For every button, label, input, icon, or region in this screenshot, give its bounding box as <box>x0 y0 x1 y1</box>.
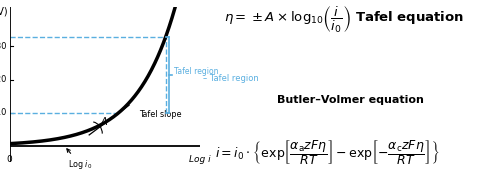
Text: 0: 0 <box>6 155 12 164</box>
Text: $i = i_0 \cdot \left\{\exp\!\left[\dfrac{\alpha_{\rm a} z F \eta}{RT}\right] - \: $i = i_0 \cdot \left\{\exp\!\left[\dfrac… <box>215 139 440 167</box>
Text: Tafel slope: Tafel slope <box>139 110 182 119</box>
Text: 0.10: 0.10 <box>0 108 8 117</box>
Text: Tafel region: Tafel region <box>174 67 218 76</box>
Text: Log $i_0$: Log $i_0$ <box>67 149 92 169</box>
Text: η (V): η (V) <box>0 7 8 17</box>
Text: 0.20: 0.20 <box>0 75 8 84</box>
Text: 0.30: 0.30 <box>0 42 8 51</box>
Text: A: A <box>101 117 107 127</box>
Text: – Tafel region: – Tafel region <box>203 74 259 83</box>
Text: Butler–Volmer equation: Butler–Volmer equation <box>276 95 424 105</box>
Text: Log i: Log i <box>189 155 211 164</box>
Text: $\eta = \pm A \times \log_{10}\!\left(\dfrac{i}{i_0}\right)\ $$\bf{Tafel\ equati: $\eta = \pm A \times \log_{10}\!\left(\d… <box>224 5 464 35</box>
